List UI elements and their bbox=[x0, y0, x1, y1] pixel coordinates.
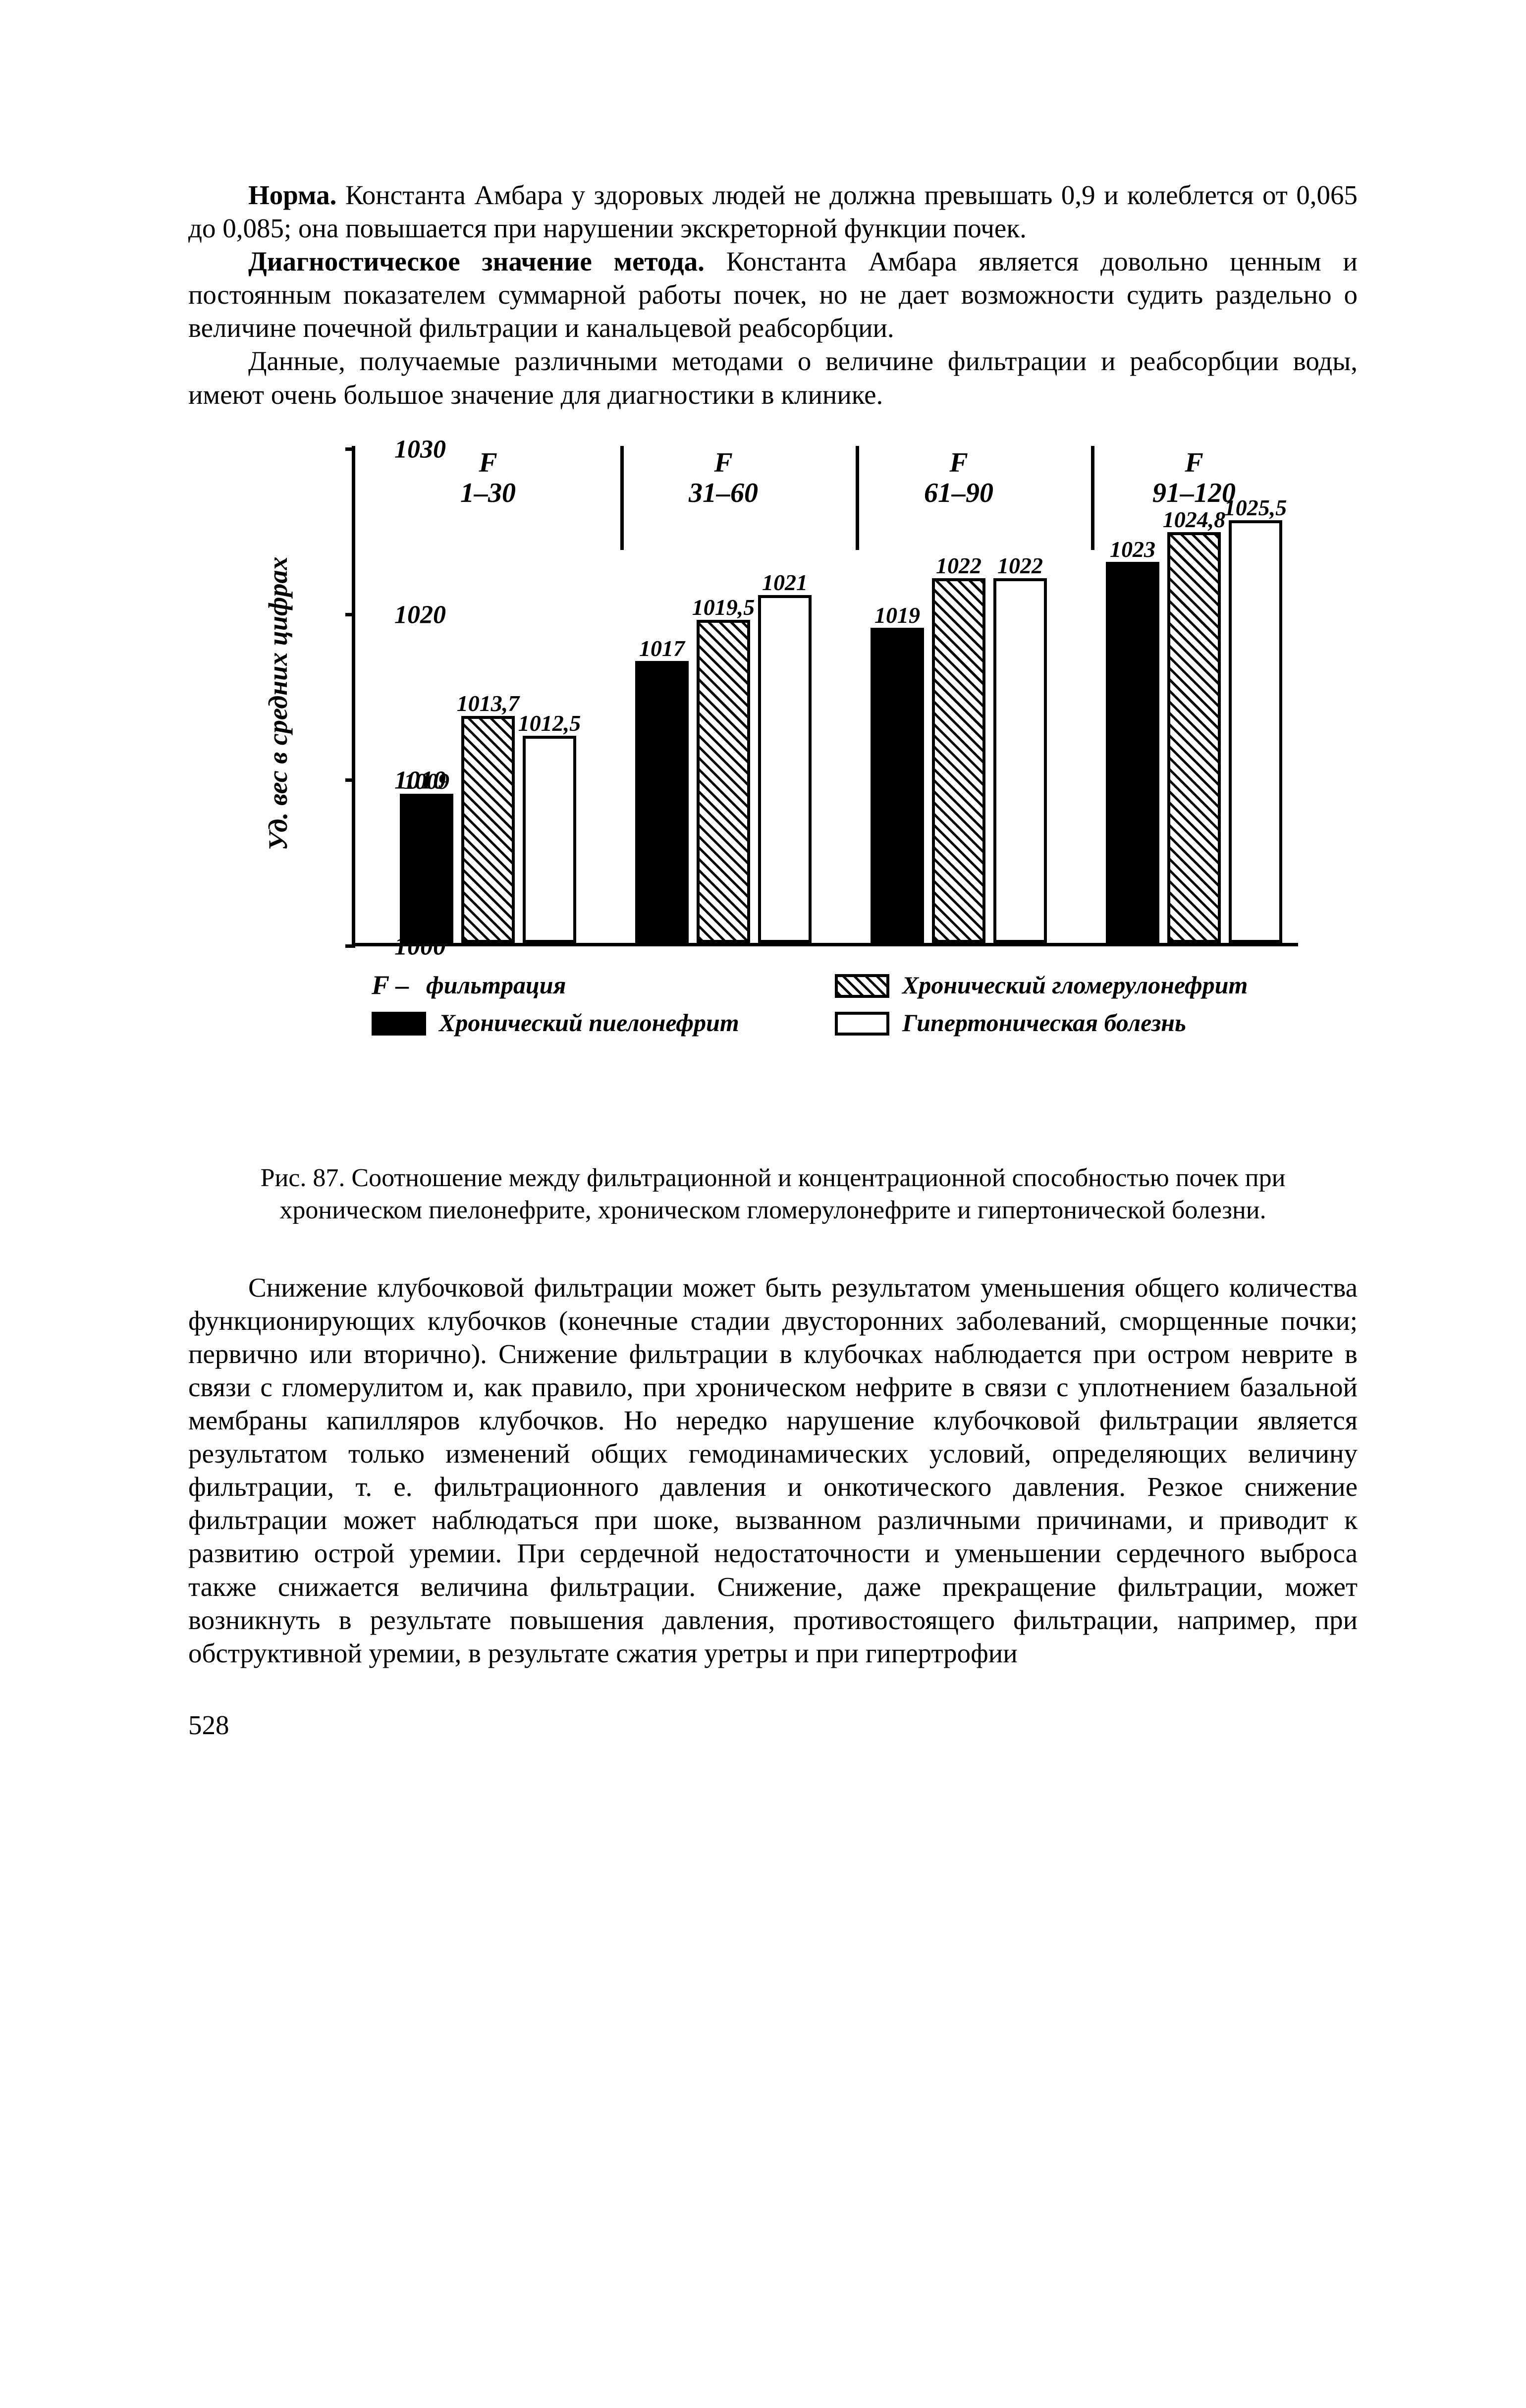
bar-value-label: 1021 bbox=[762, 569, 808, 596]
bar bbox=[697, 620, 750, 943]
y-tick-label: 1010 bbox=[394, 766, 446, 795]
bar-value-label: 1025,5 bbox=[1224, 494, 1287, 521]
bar bbox=[1167, 532, 1221, 943]
legend-item-solid: Хронический пиелонефрит bbox=[372, 1009, 835, 1037]
paragraph-4: Снижение клубочковой фильтрации может бы… bbox=[188, 1271, 1358, 1670]
y-tick bbox=[345, 778, 355, 782]
y-tick-label: 1020 bbox=[394, 600, 446, 629]
group-separator bbox=[1091, 446, 1094, 550]
legend-label-hatch: Хронический гломерулонефрит bbox=[902, 971, 1248, 999]
group-separator bbox=[620, 446, 624, 550]
bar-value-label: 1022 bbox=[936, 552, 981, 579]
legend-F-symbol: F – bbox=[372, 970, 426, 1000]
bar-value-label: 1019 bbox=[874, 602, 920, 628]
bar bbox=[1229, 520, 1282, 943]
legend-label-solid: Хронический пиелонефрит bbox=[439, 1009, 739, 1037]
bar bbox=[523, 736, 576, 943]
legend-F-label: фильтрация bbox=[426, 971, 566, 999]
figure-87: Уд. вес в средних цифрах F1–3010091013,7… bbox=[188, 446, 1358, 1226]
page: Норма. Константа Амбара у здоровых людей… bbox=[0, 0, 1526, 2408]
bar-value-label: 1023 bbox=[1110, 536, 1155, 562]
group-header: F31–60 bbox=[679, 448, 768, 509]
page-number: 528 bbox=[188, 1709, 1358, 1741]
plot-area: F1–3010091013,71012,5F31–6010171019,5102… bbox=[352, 446, 1298, 946]
legend-item-hatch: Хронический гломерулонефрит bbox=[835, 971, 1298, 1001]
legend-item-F: F – фильтрация bbox=[372, 971, 835, 1001]
p1-body: Константа Амбара у здоровых людей не дол… bbox=[188, 180, 1358, 243]
legend-label-open: Гипертоническая болезнь bbox=[902, 1009, 1186, 1037]
group-header: F1–30 bbox=[443, 448, 533, 509]
p2-lead: Диагностическое значение метода. bbox=[248, 246, 705, 276]
legend-swatch-hatch bbox=[835, 974, 889, 998]
y-tick bbox=[345, 613, 355, 616]
bar-chart: Уд. вес в средних цифрах F1–3010091013,7… bbox=[248, 446, 1298, 1140]
group-separator bbox=[856, 446, 859, 550]
bar bbox=[758, 595, 812, 943]
y-tick bbox=[345, 944, 355, 948]
bar-value-label: 1012,5 bbox=[518, 710, 581, 736]
bar bbox=[1106, 562, 1159, 943]
y-tick-label: 1000 bbox=[394, 931, 446, 961]
legend-swatch-open bbox=[835, 1012, 889, 1036]
p1-lead: Норма. bbox=[248, 180, 336, 210]
legend-item-open: Гипертоническая болезнь bbox=[835, 1009, 1298, 1037]
bar bbox=[932, 578, 985, 943]
bar-value-label: 1022 bbox=[997, 552, 1043, 579]
bar-value-label: 1019,5 bbox=[692, 594, 755, 620]
bar bbox=[871, 628, 924, 942]
bar-value-label: 1024,8 bbox=[1163, 506, 1226, 533]
group-header: F61–90 bbox=[914, 448, 1003, 509]
paragraph-3: Данные, получаемые различными методами о… bbox=[188, 344, 1358, 411]
bar-value-label: 1017 bbox=[639, 635, 685, 661]
paragraph-1: Норма. Константа Амбара у здоровых людей… bbox=[188, 178, 1358, 245]
bar-value-label: 1013,7 bbox=[457, 690, 520, 716]
bar bbox=[400, 794, 453, 943]
legend-swatch-solid bbox=[372, 1012, 426, 1036]
figure-caption: Рис. 87. Соотношение между фильтрационно… bbox=[235, 1162, 1310, 1226]
y-axis-title: Уд. вес в средних цифрах bbox=[263, 556, 293, 850]
bar bbox=[993, 578, 1047, 943]
y-tick-label: 1030 bbox=[394, 435, 446, 464]
bar bbox=[461, 716, 515, 943]
bar bbox=[635, 661, 689, 942]
legend: F – фильтрация Хронический гломерулонефр… bbox=[372, 971, 1298, 1044]
paragraph-2: Диагностическое значение метода. Констан… bbox=[188, 245, 1358, 344]
y-tick bbox=[345, 447, 355, 451]
